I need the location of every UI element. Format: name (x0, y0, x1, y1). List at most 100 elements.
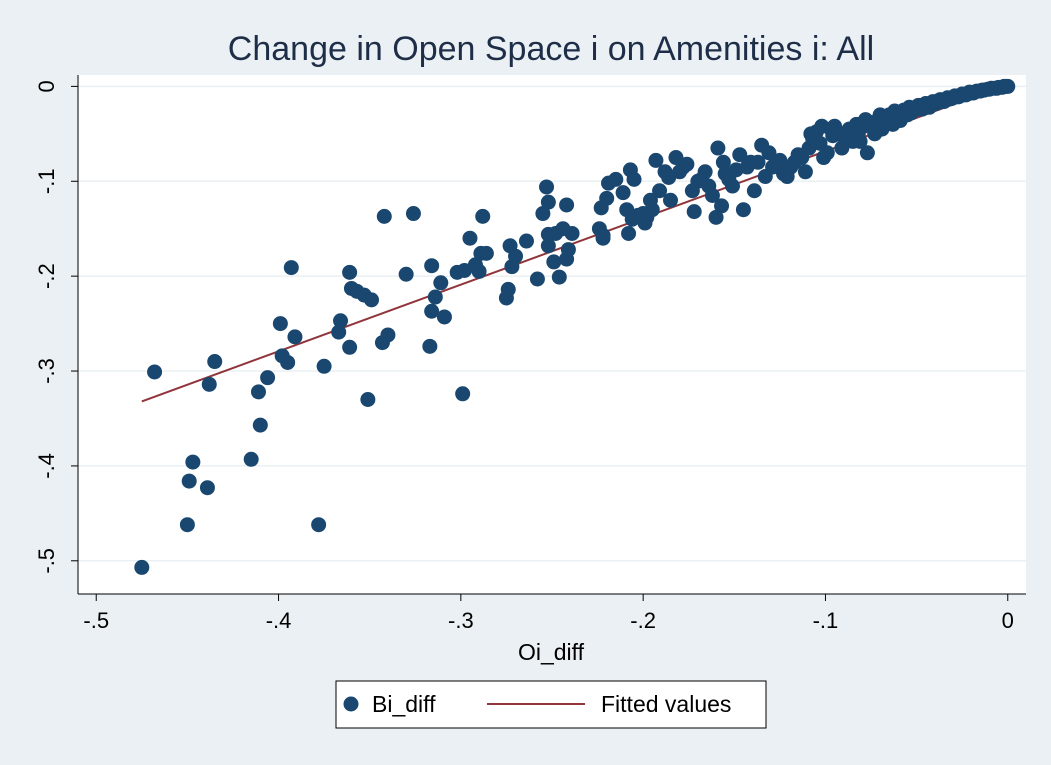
data-point (201, 376, 217, 392)
data-point (859, 145, 875, 161)
data-point (724, 178, 740, 194)
data-point (185, 454, 201, 470)
y-tick-label: -.2 (34, 263, 59, 289)
data-point (455, 386, 471, 402)
y-tick-label: -.1 (34, 168, 59, 194)
data-point (424, 258, 440, 274)
data-point (819, 145, 835, 161)
data-point (559, 197, 575, 213)
data-point (422, 338, 438, 354)
data-point (746, 183, 762, 199)
x-tick-label: -.4 (266, 608, 292, 633)
data-point (772, 152, 788, 168)
data-point (272, 316, 288, 332)
data-point (595, 230, 611, 246)
data-point (546, 254, 562, 270)
data-point (181, 473, 197, 489)
data-point (207, 354, 223, 370)
data-point (376, 208, 392, 224)
data-point (599, 190, 615, 206)
data-point (380, 327, 396, 343)
data-point (686, 204, 702, 220)
legend-label-fitted-values: Fitted values (601, 691, 731, 717)
data-point (462, 230, 478, 246)
data-point (436, 309, 452, 325)
y-tick-label: -.3 (34, 358, 59, 384)
data-point (715, 154, 731, 170)
x-tick-label: -.5 (83, 608, 109, 633)
data-point (708, 209, 724, 225)
data-point (697, 164, 713, 180)
data-point (539, 179, 555, 195)
data-point (648, 152, 664, 168)
data-point (704, 187, 720, 203)
data-point (433, 275, 449, 291)
data-point (280, 354, 296, 370)
data-point (342, 264, 358, 280)
data-point (518, 233, 534, 249)
data-point (424, 303, 440, 319)
data-point (316, 358, 332, 374)
data-point (287, 329, 303, 345)
data-point (179, 517, 195, 533)
data-point (797, 164, 813, 180)
data-point (360, 391, 376, 407)
x-axis-label: Oi_diff (518, 639, 585, 665)
data-point (478, 245, 494, 261)
x-tick-label: 0 (1002, 608, 1014, 633)
data-point (732, 147, 748, 163)
data-point (750, 154, 766, 170)
data-point (850, 126, 866, 142)
x-tick-label: -.1 (813, 608, 839, 633)
plot-area (78, 75, 1026, 594)
legend: Bi_diff Fitted values (335, 680, 767, 729)
data-point (333, 313, 349, 329)
data-point (626, 171, 642, 187)
data-point (551, 269, 567, 285)
y-tick-label: -.5 (34, 548, 59, 574)
data-point (243, 451, 259, 467)
data-point (529, 271, 545, 287)
data-point (331, 324, 347, 340)
data-point (475, 208, 491, 224)
data-point (471, 263, 487, 279)
legend-marker-icon (343, 696, 359, 712)
chart-title: Change in Open Space i on Amenities i: A… (228, 30, 874, 68)
data-point (283, 260, 299, 276)
data-point (710, 140, 726, 156)
data-point (342, 339, 358, 355)
data-point (663, 192, 678, 208)
data-point (364, 292, 380, 308)
data-point (540, 194, 556, 210)
data-point (679, 156, 695, 172)
data-point (644, 202, 660, 218)
data-point (652, 183, 668, 199)
data-point (260, 370, 276, 386)
data-point (735, 202, 751, 218)
data-point (311, 517, 327, 533)
data-point (500, 281, 516, 297)
data-point (825, 128, 841, 144)
y-tick-label: 0 (34, 80, 59, 92)
data-point (427, 289, 443, 305)
legend-label-bi-diff: Bi_diff (372, 691, 436, 717)
axes: 0 -.1 -.2 -.3 -.4 -.5 -.5 -.4 -.3 -.2 -.1 0 (34, 75, 1026, 633)
data-point (252, 417, 268, 433)
data-point (405, 206, 421, 222)
data-point (508, 248, 524, 264)
scatter-points (134, 78, 1016, 575)
data-point (535, 206, 551, 222)
data-point (564, 225, 580, 241)
data-point (989, 80, 1005, 96)
y-tick-label: -.4 (34, 453, 59, 479)
data-point (540, 238, 556, 254)
data-point (199, 480, 215, 496)
data-point (560, 242, 576, 258)
data-point (250, 384, 266, 400)
data-point (608, 171, 624, 187)
data-point (865, 118, 881, 134)
data-point (147, 364, 163, 380)
data-point (621, 225, 637, 241)
data-point (615, 185, 631, 201)
